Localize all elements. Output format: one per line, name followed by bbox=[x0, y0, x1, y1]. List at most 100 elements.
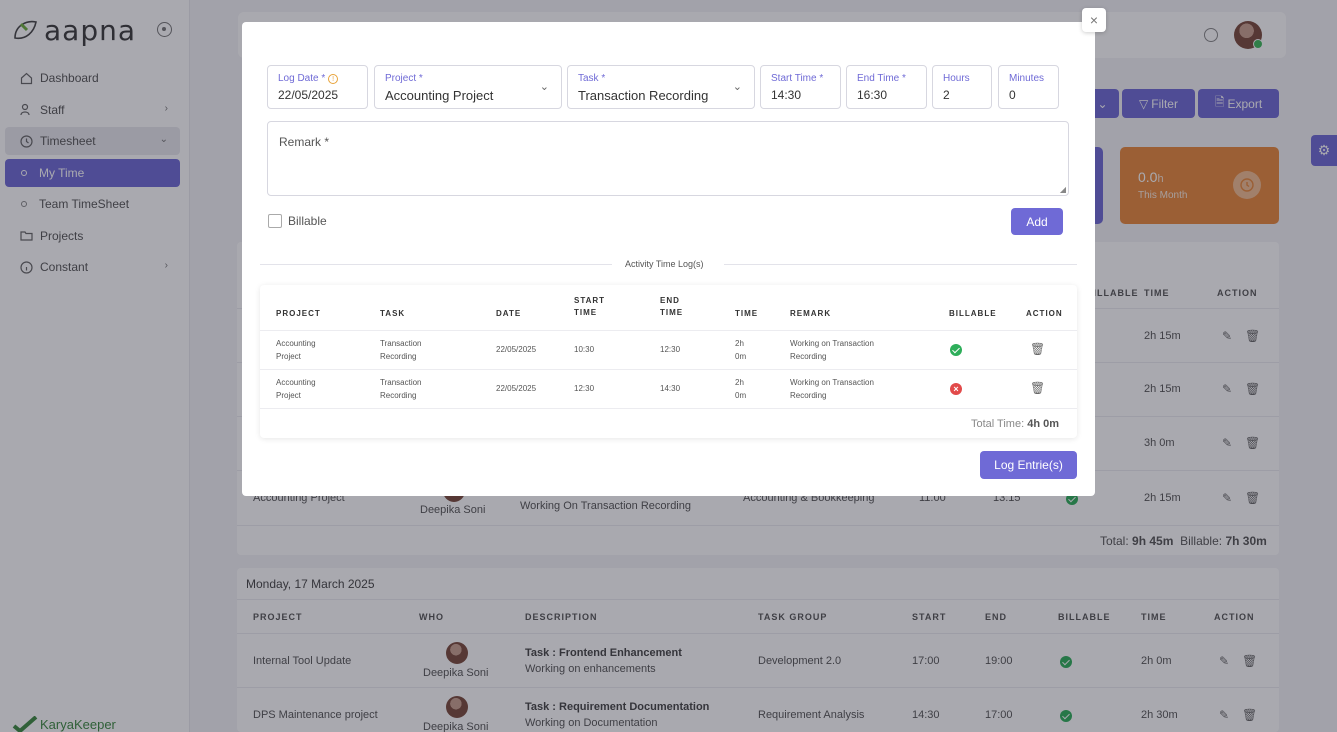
col-action: ACTION bbox=[1217, 288, 1258, 298]
filter-button[interactable]: ▽ Filter bbox=[1122, 89, 1195, 118]
avatar bbox=[446, 642, 468, 664]
field-value: 14:30 bbox=[771, 88, 802, 102]
row-time: 2h 0m bbox=[735, 339, 747, 361]
sidebar-item-label: Team TimeSheet bbox=[39, 197, 130, 211]
hours-field[interactable]: Hours 2 bbox=[932, 65, 992, 109]
add-button[interactable]: Add bbox=[1011, 208, 1063, 235]
end-time-field[interactable]: End Time * 16:30 bbox=[846, 65, 927, 109]
export-label: Export bbox=[1227, 96, 1263, 111]
field-label: Start Time * bbox=[771, 73, 824, 84]
row-start: 10:30 bbox=[574, 345, 595, 354]
minutes-field[interactable]: Minutes 0 bbox=[998, 65, 1059, 109]
log-date-field[interactable]: Log Date * ! 22/05/2025 bbox=[267, 65, 368, 109]
chevron-right-icon: › bbox=[164, 260, 168, 271]
field-label: Minutes bbox=[1009, 73, 1045, 84]
row-time: 2h 30m bbox=[1141, 709, 1178, 721]
billable-label: Billable bbox=[288, 214, 327, 228]
edit-icon[interactable]: ✎ bbox=[1222, 436, 1233, 450]
field-value: 22/05/2025 bbox=[278, 88, 339, 102]
row-time: 2h 0m bbox=[1141, 655, 1172, 667]
col-action: ACTION bbox=[1214, 612, 1255, 622]
trash-icon[interactable]: 🗑 bbox=[1030, 342, 1046, 356]
edit-icon[interactable]: ✎ bbox=[1219, 654, 1230, 668]
resize-handle-icon[interactable]: ◢ bbox=[1059, 185, 1066, 194]
folder-icon bbox=[19, 229, 33, 243]
sidebar-item-my-time[interactable]: My Time bbox=[5, 158, 180, 187]
stat-label: This Month bbox=[1138, 190, 1188, 201]
field-label: Log Date * ! bbox=[278, 73, 339, 84]
col-time: TIME bbox=[1141, 612, 1167, 622]
trash-icon[interactable]: 🗑 bbox=[1245, 491, 1261, 505]
export-button[interactable]: 🗎 Export bbox=[1198, 89, 1279, 118]
project-select[interactable]: Project * Accounting Project ⌄ bbox=[374, 65, 562, 109]
settings-gear-icon[interactable]: ⚙ bbox=[1311, 135, 1337, 166]
sidebar-item-staff[interactable]: Staff › bbox=[5, 96, 180, 124]
sidebar: aapna Dashboard Staff › Timesheet ⌄ My Tim… bbox=[0, 0, 190, 732]
trash-icon[interactable]: 🗑 bbox=[1245, 436, 1261, 450]
footer-brand-name: KaryaKeeper bbox=[40, 716, 116, 732]
field-label: End Time * bbox=[857, 73, 906, 84]
close-icon[interactable]: × bbox=[1082, 8, 1106, 32]
row-date: 22/05/2025 bbox=[496, 384, 537, 393]
field-label: Remark * bbox=[279, 135, 330, 149]
row-time: 2h 15m bbox=[1144, 383, 1181, 395]
user-avatar[interactable] bbox=[1234, 21, 1263, 49]
sidebar-item-timesheet[interactable]: Timesheet ⌄ bbox=[5, 127, 180, 155]
row-project: Internal Tool Update bbox=[253, 655, 352, 667]
remark-textarea[interactable]: Remark * ◢ bbox=[267, 121, 1069, 196]
start-time-field[interactable]: Start Time * 14:30 bbox=[760, 65, 841, 109]
row-remark: Working on Transaction Recording bbox=[790, 339, 874, 361]
sidebar-item-team-timesheet[interactable]: Team TimeSheet bbox=[5, 190, 180, 218]
row-time: 2h 15m bbox=[1144, 492, 1181, 504]
col-project: PROJECT bbox=[253, 612, 303, 622]
filter-icon: ▽ bbox=[1139, 96, 1149, 111]
row-who: Deepika Soni bbox=[423, 721, 489, 732]
task-select[interactable]: Task * Transaction Recording ⌄ bbox=[567, 65, 755, 109]
edit-icon[interactable]: ✎ bbox=[1222, 491, 1233, 505]
karyakeeper-logo-icon bbox=[12, 716, 38, 732]
row-task-group: Development 2.0 bbox=[758, 655, 842, 667]
row-date: 22/05/2025 bbox=[496, 345, 537, 354]
col-time: TIME bbox=[735, 309, 759, 318]
home-icon bbox=[19, 71, 33, 85]
col-action: ACTION bbox=[1026, 309, 1063, 318]
row-end: 17:00 bbox=[985, 709, 1013, 721]
row-start: 14:30 bbox=[912, 709, 940, 721]
trash-icon[interactable]: 🗑 bbox=[1242, 654, 1258, 668]
billable-checkbox[interactable] bbox=[268, 214, 282, 228]
col-date: DATE bbox=[496, 309, 522, 318]
sidebar-item-projects[interactable]: Projects bbox=[5, 222, 180, 250]
sidebar-item-label: Timesheet bbox=[40, 134, 96, 148]
col-start: START bbox=[912, 612, 947, 622]
sidebar-item-constant[interactable]: Constant › bbox=[5, 253, 180, 281]
row-end: 19:00 bbox=[985, 655, 1013, 667]
row-project: Accounting Project bbox=[276, 378, 316, 400]
edit-icon[interactable]: ✎ bbox=[1222, 329, 1233, 343]
footer-brand: KaryaKeeper bbox=[12, 716, 116, 732]
chevron-down-icon: ⌄ bbox=[1097, 96, 1108, 111]
sidebar-item-label: Projects bbox=[40, 228, 84, 243]
col-time: TIME bbox=[1144, 288, 1170, 298]
avatar bbox=[446, 696, 468, 718]
col-billable: BILLABLE bbox=[1086, 288, 1139, 298]
edit-icon[interactable]: ✎ bbox=[1219, 708, 1230, 722]
timesheet-day-card-2: Monday, 17 March 2025 PROJECT WHO DESCRI… bbox=[237, 568, 1279, 732]
trash-icon[interactable]: 🗑 bbox=[1030, 381, 1046, 395]
log-entries-button[interactable]: Log Entrie(s) bbox=[980, 451, 1077, 479]
row-time: 2h 0m bbox=[735, 378, 747, 400]
sidebar-collapse-icon[interactable] bbox=[157, 22, 172, 37]
row-start: 12:30 bbox=[574, 384, 595, 393]
sidebar-item-label: Constant bbox=[40, 260, 89, 274]
edit-icon[interactable]: ✎ bbox=[1222, 382, 1233, 396]
row-who: Deepika Soni bbox=[423, 667, 489, 679]
total-time: Total Time: 4h 0m bbox=[970, 418, 1059, 430]
field-value: Transaction Recording bbox=[578, 88, 709, 103]
row-project: DPS Maintenance project bbox=[253, 709, 378, 721]
chevron-down-icon: ⌄ bbox=[159, 134, 168, 145]
theme-toggle-icon[interactable] bbox=[1204, 28, 1218, 42]
trash-icon[interactable]: 🗑 bbox=[1245, 329, 1261, 343]
row-task: Transaction Recording bbox=[380, 339, 422, 361]
trash-icon[interactable]: 🗑 bbox=[1242, 708, 1258, 722]
sidebar-item-dashboard[interactable]: Dashboard bbox=[5, 64, 180, 92]
trash-icon[interactable]: 🗑 bbox=[1245, 382, 1261, 396]
